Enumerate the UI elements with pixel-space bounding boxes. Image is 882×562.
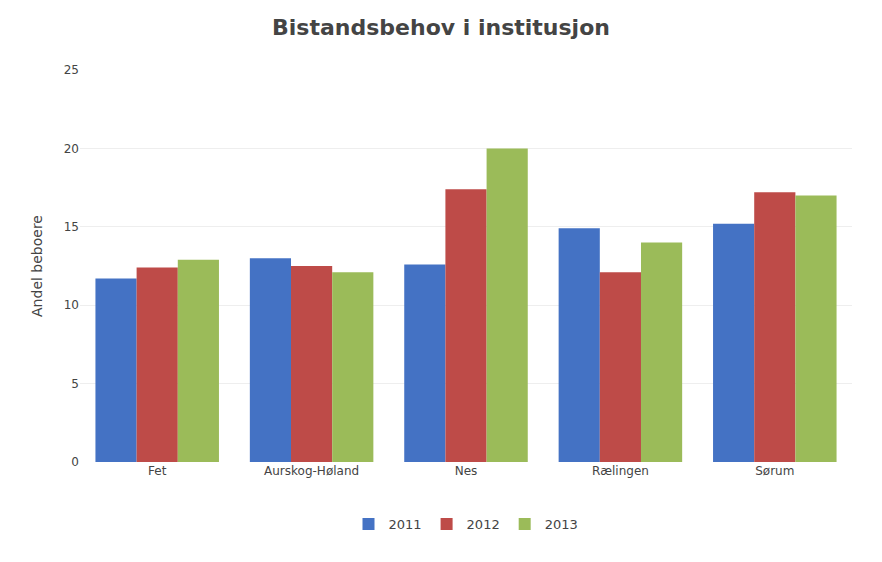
svg-text:2012: 2012 bbox=[467, 517, 500, 532]
svg-text:10: 10 bbox=[64, 298, 79, 312]
svg-text:5: 5 bbox=[71, 377, 79, 391]
svg-text:Bistandsbehov i institusjon: Bistandsbehov i institusjon bbox=[272, 15, 610, 40]
svg-text:Andel beboere: Andel beboere bbox=[29, 215, 45, 317]
svg-text:25: 25 bbox=[64, 63, 79, 77]
svg-text:Fet: Fet bbox=[148, 464, 167, 478]
svg-text:Rælingen: Rælingen bbox=[592, 464, 649, 478]
svg-text:15: 15 bbox=[64, 220, 79, 234]
svg-text:0: 0 bbox=[71, 455, 79, 469]
svg-text:2011: 2011 bbox=[389, 517, 422, 532]
svg-text:Nes: Nes bbox=[455, 464, 478, 478]
svg-text:Aurskog-Høland: Aurskog-Høland bbox=[264, 464, 359, 478]
svg-text:Sørum: Sørum bbox=[755, 464, 794, 478]
svg-text:20: 20 bbox=[64, 142, 79, 156]
svg-text:2013: 2013 bbox=[545, 517, 578, 532]
